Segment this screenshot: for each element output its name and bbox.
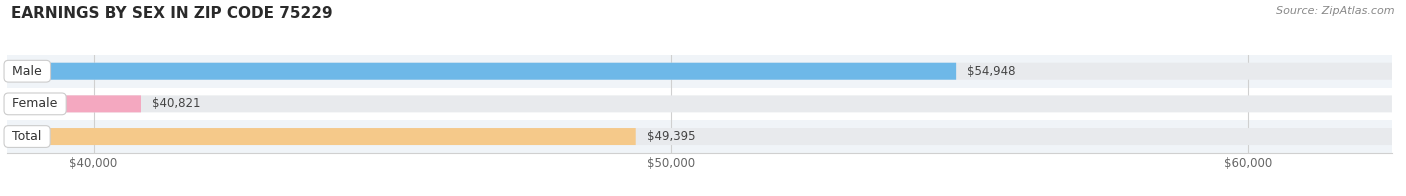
Bar [7, 55, 1392, 88]
FancyBboxPatch shape [7, 95, 1392, 112]
Text: $54,948: $54,948 [967, 65, 1015, 78]
Text: EARNINGS BY SEX IN ZIP CODE 75229: EARNINGS BY SEX IN ZIP CODE 75229 [11, 6, 333, 21]
FancyBboxPatch shape [7, 63, 956, 80]
Text: Source: ZipAtlas.com: Source: ZipAtlas.com [1277, 6, 1395, 16]
Bar [7, 88, 1392, 120]
Bar [7, 120, 1392, 153]
Text: $49,395: $49,395 [647, 130, 696, 143]
Text: Total: Total [8, 130, 46, 143]
Text: Female: Female [8, 97, 62, 110]
FancyBboxPatch shape [7, 63, 1392, 80]
FancyBboxPatch shape [7, 95, 141, 112]
FancyBboxPatch shape [7, 128, 1392, 145]
Text: Male: Male [8, 65, 46, 78]
FancyBboxPatch shape [7, 128, 636, 145]
Text: $40,821: $40,821 [152, 97, 201, 110]
